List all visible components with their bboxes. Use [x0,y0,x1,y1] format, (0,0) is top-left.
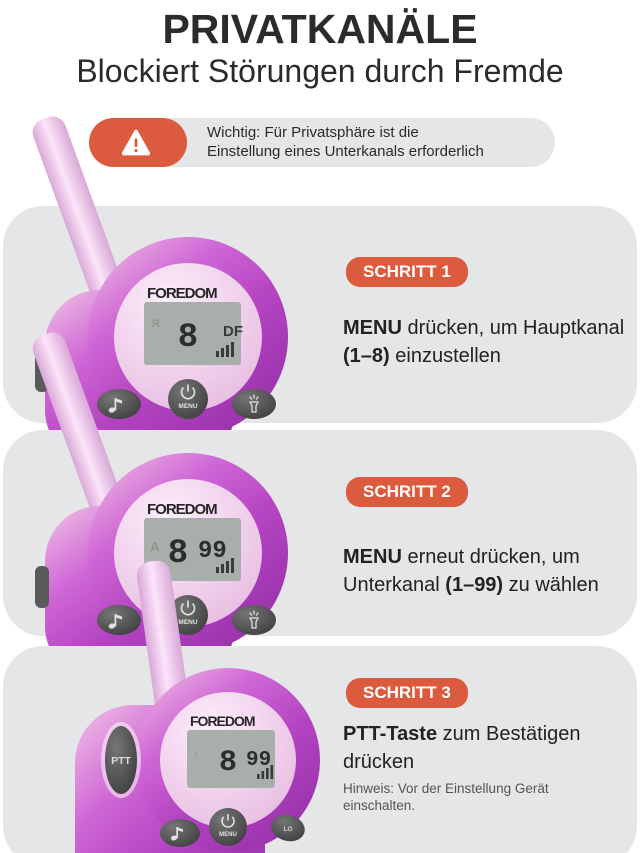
svg-text:MENU: MENU [219,832,237,838]
svg-text:DF: DF [223,323,243,340]
svg-text:♪: ♪ [193,749,199,761]
svg-text:FOREDOM: FOREDOM [147,285,217,302]
svg-text:MENU: MENU [178,403,197,410]
svg-text:8: 8 [168,535,188,573]
svg-text:LO: LO [283,826,292,833]
svg-text:A: A [150,539,160,554]
svg-text:MENU: MENU [178,619,197,626]
svg-text:8: 8 [219,746,237,780]
svg-text:R: R [152,318,160,330]
svg-text:FOREDOM: FOREDOM [147,501,217,518]
svg-text:FOREDOM: FOREDOM [190,713,255,729]
svg-text:8: 8 [178,319,198,357]
svg-text:PTT: PTT [111,755,131,767]
svg-text:99: 99 [198,538,227,565]
